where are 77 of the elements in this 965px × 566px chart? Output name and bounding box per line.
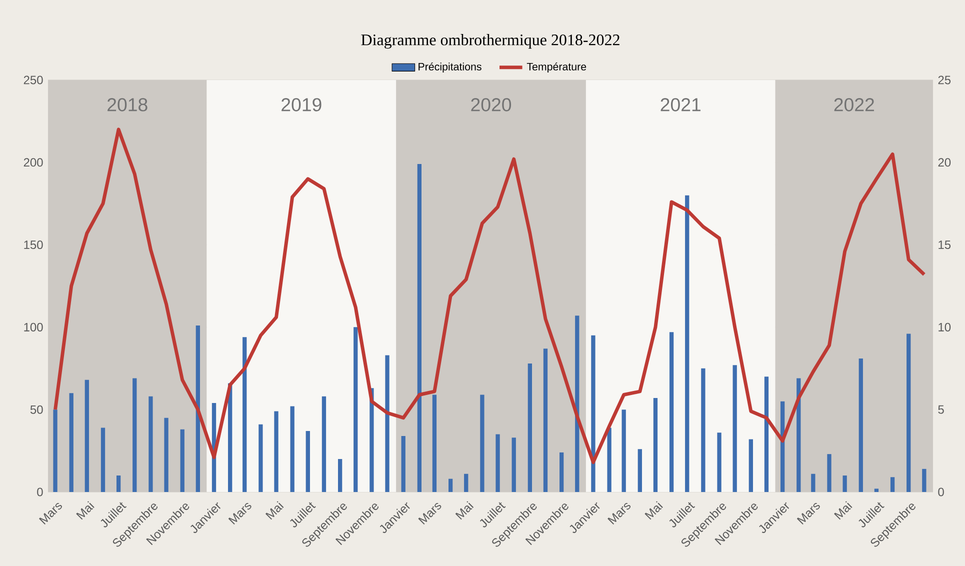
y2-tick-label: 25 [938,76,951,84]
bar [748,439,753,492]
bar [132,378,137,492]
legend-label: Précipitations [418,62,482,73]
bar [528,363,532,492]
chart-title: Diagramme ombrothermique 2018-2022 [361,34,620,49]
bar [842,476,847,492]
y-tick-label: 200 [24,158,43,167]
bar [385,355,390,492]
bar [496,434,500,492]
bar [84,380,89,492]
bar [512,438,516,492]
bar [922,468,926,492]
bar [764,376,769,492]
x-tick-label: Mai [834,501,852,520]
y-tick-label: 0 [37,488,43,496]
bar [322,396,326,492]
line-series [54,128,926,464]
bar [258,424,263,492]
bar [827,454,832,492]
bar [607,428,612,492]
bar [560,452,564,492]
bar [180,429,184,492]
bar [417,164,422,492]
y2-tick-label: 0 [938,488,944,496]
bar [306,431,310,492]
y-tick-label: 100 [24,322,43,332]
bar [448,478,453,492]
y2-tick-label: 15 [938,240,951,249]
bar [685,195,690,492]
bar [732,365,737,492]
bar [591,335,596,492]
x-tick-label: Mai [76,501,94,520]
bar [717,432,722,492]
bar [858,358,863,492]
bar [290,406,294,492]
bar [890,477,895,492]
bar [575,316,580,492]
bar [701,368,706,492]
bar [274,411,278,492]
band-label: 2020 [471,98,512,112]
y2-tick-label: 20 [938,158,951,167]
bar [480,394,484,492]
bar [242,337,247,492]
bar [338,459,342,492]
x-tick-label: Mai [265,501,284,520]
bar [543,348,548,492]
bar [906,334,911,492]
bar [116,476,121,492]
y-tick-label: 150 [24,240,43,250]
y-tick-label: 50 [30,405,43,414]
y2-tick-label: 10 [938,322,951,332]
bar [148,396,153,492]
bar [354,327,358,492]
y-tick-label: 250 [24,76,43,84]
x-tick-label: Mai [455,501,474,520]
bar [669,332,674,492]
legend-label: Température [526,62,586,73]
bar [874,488,879,492]
bar [622,410,626,492]
bar [69,393,74,492]
bar [100,428,106,492]
bar [432,394,437,492]
bar [164,418,168,492]
bar [464,474,468,492]
x-tick-label: Mai [644,501,663,520]
bar [811,474,816,492]
bar [53,410,58,492]
band-label: 2018 [108,98,148,112]
band-label: 2021 [660,98,700,112]
band-label: 2022 [834,98,874,112]
bar [401,436,406,492]
bar [653,398,658,492]
bar [196,326,200,492]
band-label: 2019 [282,98,322,112]
bar [638,449,642,492]
y2-tick-label: 5 [938,405,944,414]
